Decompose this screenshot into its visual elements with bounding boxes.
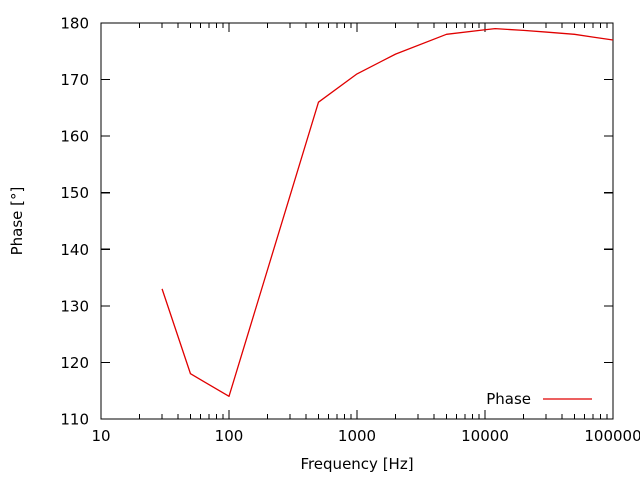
- x-tick-label-100000: 100000: [584, 427, 640, 445]
- x-tick-label-10000: 10000: [461, 427, 509, 445]
- legend-entry-label-phase: Phase: [486, 390, 531, 408]
- y-tick-label-120: 120: [60, 354, 89, 372]
- data-series-group: [161, 28, 614, 398]
- x-tick-label-1000: 1000: [338, 427, 376, 445]
- plot-frame-border: [100, 22, 614, 420]
- y-tick-label-140: 140: [60, 241, 89, 259]
- legend[interactable]: Phase: [486, 390, 592, 408]
- x-axis-tick-labels: 10 100 1000 10000 100000: [91, 427, 640, 445]
- y-tick-label-160: 160: [60, 128, 89, 146]
- y-tick-label-110: 110: [60, 411, 89, 429]
- y-tick-label-170: 170: [60, 71, 89, 89]
- y-tick-label-180: 180: [60, 15, 89, 33]
- y-axis-tick-labels: 110 120 130 140 150 160 170 180: [60, 15, 89, 429]
- y-tick-label-150: 150: [60, 184, 89, 202]
- y-axis-ticks: [101, 22, 613, 420]
- y-axis-title: Phase [°]: [8, 187, 26, 256]
- x-axis-title: Frequency [Hz]: [300, 455, 413, 473]
- x-tick-label-100: 100: [215, 427, 244, 445]
- x-tick-label-10: 10: [91, 427, 110, 445]
- x-axis-ticks: [100, 23, 614, 419]
- y-tick-label-130: 130: [60, 297, 89, 315]
- series-line-phase: [161, 28, 614, 398]
